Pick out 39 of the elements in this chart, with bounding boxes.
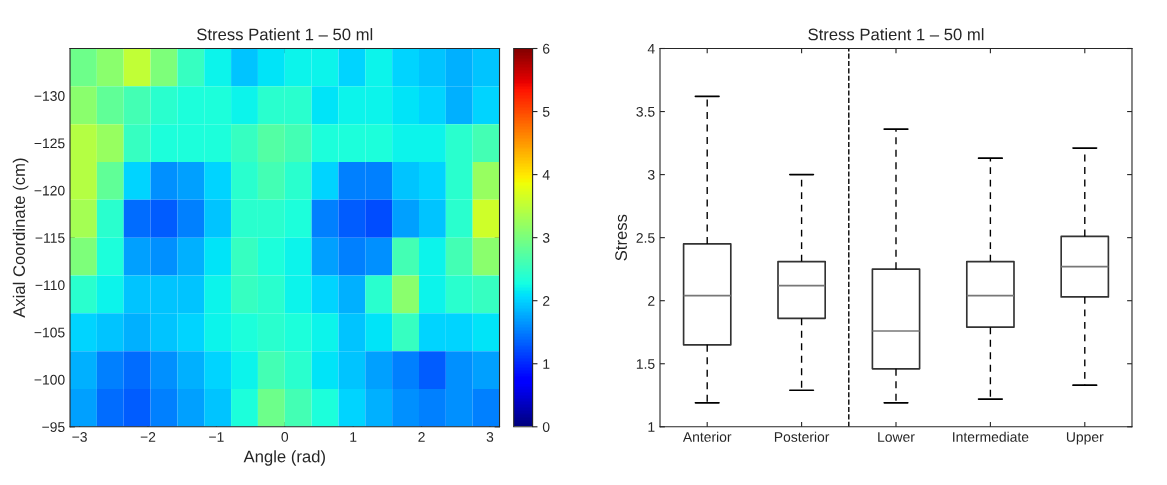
x-tick-label: Lower	[878, 432, 915, 442]
x-tick-label: Anterior	[682, 431, 732, 442]
x-axis-title: Angle (rad)	[243, 450, 325, 466]
color-bar-label: 0	[542, 422, 550, 432]
y-tick-label: −105	[34, 327, 65, 338]
color-bar-label: 5	[542, 107, 550, 117]
y-axis-title: Stress	[615, 214, 627, 261]
y-tick-label: −110	[35, 280, 65, 291]
x-tick-label: 0	[281, 432, 289, 442]
color-bar-label: 3	[542, 232, 550, 243]
y-tick-label: 1	[648, 422, 655, 432]
color-bar-label: 4	[542, 170, 550, 180]
y-tick-label: −100	[34, 374, 65, 385]
chart-title: Stress Patient 1 – 50 ml	[197, 28, 373, 41]
color-bar-label: 6	[543, 43, 550, 54]
x-tick-label: −2	[140, 432, 156, 442]
y-tick-label: 1.5	[636, 359, 655, 369]
y-tick-label: 4	[647, 43, 655, 54]
color-bar-label: 1	[543, 359, 550, 369]
chart-title: Stress Patient 1 – 50 ml	[808, 28, 984, 41]
x-tick-label: 3	[486, 432, 494, 442]
x-tick-label: Upper	[1066, 432, 1104, 445]
y-tick-label: 3	[647, 169, 655, 180]
x-tick-label: −3	[72, 432, 87, 442]
y-tick-label: −115	[35, 233, 65, 243]
y-axis-title: Axial Coordinate (cm)	[12, 158, 29, 318]
y-tick-label: −95	[42, 422, 65, 432]
y-tick-label: 2	[648, 296, 655, 306]
y-tick-label: 3.5	[636, 106, 655, 117]
x-tick-label: 1	[350, 432, 357, 442]
color-bar-label: 2	[543, 296, 550, 306]
y-tick-label: 2.5	[636, 232, 655, 243]
x-tick-label: Posterior	[774, 431, 830, 442]
y-tick-label: −130	[34, 91, 65, 101]
x-tick-label: Intermediate	[953, 431, 1029, 442]
y-tick-label: −125	[34, 138, 65, 149]
y-tick-label: −120	[34, 185, 65, 196]
x-tick-label: 2	[418, 432, 425, 442]
x-tick-label: −1	[209, 432, 224, 442]
